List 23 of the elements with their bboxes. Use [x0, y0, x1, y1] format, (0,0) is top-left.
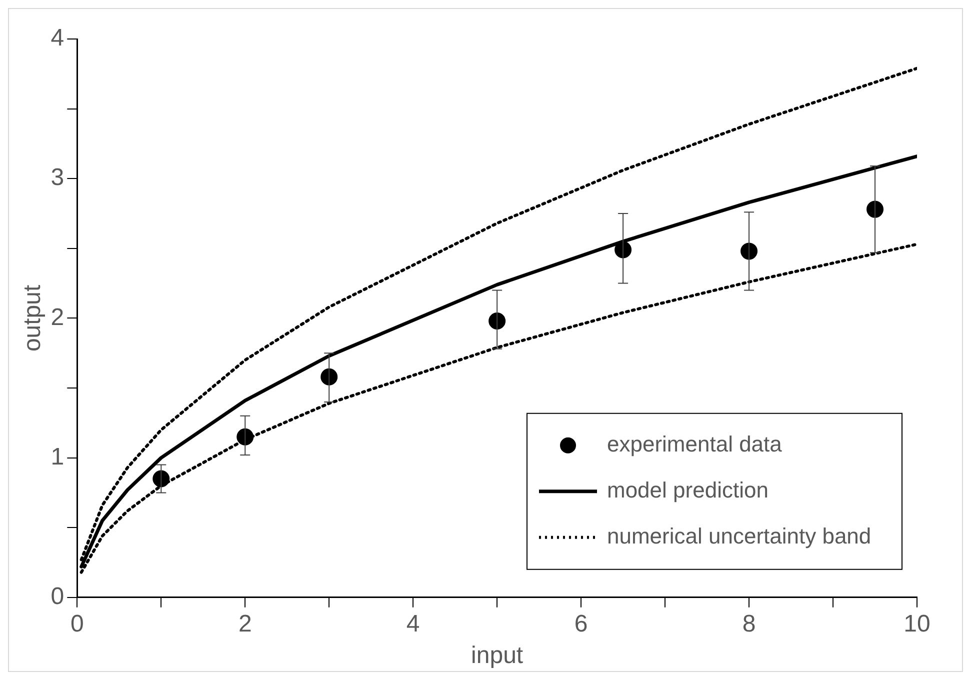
x-tick-label: 2 [238, 610, 252, 638]
point [152, 470, 170, 488]
x-tick-label: 4 [406, 610, 420, 638]
y-tick-label: 4 [50, 24, 64, 52]
y-tick-label: 3 [50, 164, 64, 192]
point [488, 312, 506, 330]
point [740, 242, 758, 260]
x-axis-title: input [471, 642, 524, 670]
point [614, 241, 632, 258]
y-tick-label: 1 [50, 443, 64, 470]
legend-label: experimental data [607, 431, 783, 456]
x-tick-label: 6 [574, 610, 588, 638]
point [866, 200, 884, 218]
y-axis-title: output [19, 284, 46, 352]
x-tick-label: 8 [742, 610, 756, 638]
y-tick-label: 2 [50, 304, 64, 331]
y-tick-label: 0 [50, 583, 64, 610]
point [320, 368, 338, 386]
legend-label: numerical uncertainty band [607, 523, 872, 548]
legend-label: model prediction [607, 477, 768, 502]
point [236, 428, 254, 446]
x-tick-label: 10 [904, 610, 930, 638]
x-tick-label: 0 [70, 610, 84, 638]
